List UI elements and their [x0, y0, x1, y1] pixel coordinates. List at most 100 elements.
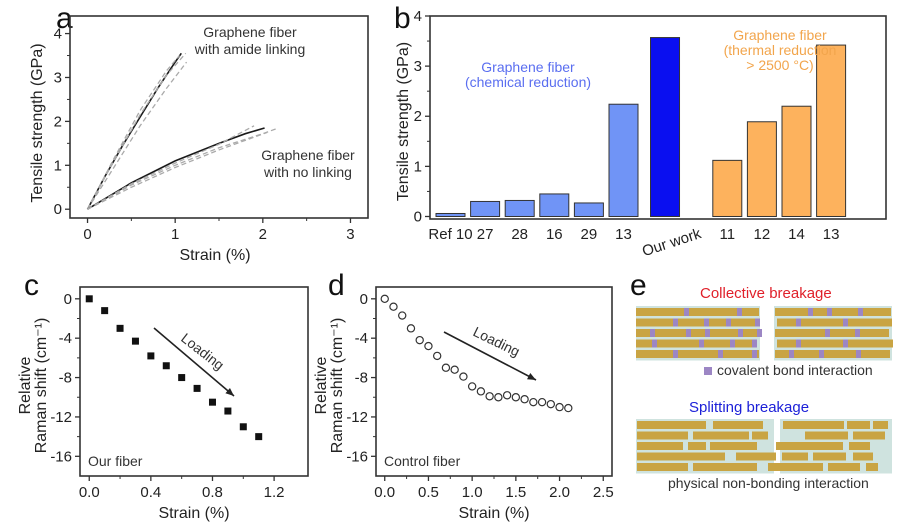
annotation-amide-line2: with amide linking	[194, 41, 306, 57]
bar-11	[712, 159, 743, 217]
covalent-bond	[858, 308, 863, 316]
x-tick-label: 1.0	[462, 484, 483, 501]
annotation-nolink-line2: with no linking	[263, 164, 352, 180]
x-tick-label: 13	[823, 226, 840, 243]
covalent-bond	[855, 329, 860, 337]
covalent-bond	[738, 329, 743, 337]
annotation-nolink-line1: Graphene fiber	[261, 147, 355, 163]
covalent-bond	[796, 318, 801, 327]
data-point	[546, 399, 556, 409]
graphene-sheet	[688, 442, 706, 450]
data-point	[485, 392, 494, 401]
covalent-bond	[730, 339, 735, 348]
graphene-sheet	[713, 421, 763, 429]
data-point	[450, 365, 459, 374]
data-point	[380, 294, 389, 304]
graphene-sheet	[866, 463, 878, 471]
x-tick-label: 1.2	[264, 484, 285, 501]
plot-frame	[375, 286, 613, 477]
data-point	[564, 403, 573, 413]
panel-label-b: b	[394, 2, 411, 35]
data-point	[511, 393, 521, 402]
graphene-sheet	[847, 421, 870, 429]
graphene-sheet	[637, 431, 688, 440]
x-tick-label: 0.0	[374, 484, 395, 501]
series-line	[87, 125, 255, 210]
data-point	[162, 362, 170, 370]
data-point	[424, 341, 433, 351]
panel-d-chart: 0 -4 -8 -12 -16 0.0 0.5 1.0 1.5 2.0 2.5 Loading Cont…	[313, 286, 614, 522]
loading-arrow-head	[225, 387, 234, 396]
y-tick-label: 4	[54, 26, 62, 43]
data-point	[406, 324, 416, 333]
data-point	[389, 302, 398, 311]
x-tick-label: 13	[615, 226, 632, 243]
data-point	[147, 352, 155, 360]
y-tick-label: 0	[54, 201, 62, 218]
graphene-sheet	[637, 452, 725, 461]
sample-label: Control fiber	[384, 453, 461, 469]
data-point	[459, 372, 468, 381]
graphene-sheet	[636, 329, 759, 337]
x-tick-label: Our work	[640, 225, 704, 260]
collective-breakage-diagram	[636, 306, 893, 361]
data-point	[415, 335, 424, 345]
data-point	[537, 397, 547, 407]
covalent-bond	[673, 350, 678, 358]
x-tick-label: 0.5	[418, 484, 439, 501]
y-tick-label: 0	[414, 208, 422, 225]
covalent-bond-swatch	[704, 367, 712, 375]
bar-14	[781, 105, 812, 217]
data-point	[255, 433, 263, 441]
x-tick-label: 29	[581, 226, 598, 243]
panel-c-chart: 0 -4 -8 -12 -16 0.0 0.4 0.8 1.2 Loading Our fiber S…	[17, 286, 309, 522]
y-axis-label: Tensile strength (GPa)	[395, 42, 412, 201]
graphene-sheet	[637, 463, 688, 471]
data-point	[398, 311, 407, 320]
series-line	[87, 131, 268, 210]
covalent-bond	[652, 339, 657, 348]
graphene-sheet	[637, 421, 706, 429]
covalent-bond	[650, 329, 655, 337]
covalent-bond	[808, 308, 813, 316]
x-tick-label: Ref 10	[428, 226, 472, 243]
annotation-amide-line1: Graphene fiber	[203, 24, 297, 40]
splitting-breakage-diagram	[636, 419, 892, 474]
graphene-sheet	[752, 431, 768, 440]
bar-16	[539, 193, 570, 217]
series-line	[87, 128, 277, 210]
physical-interaction-legend: physical non-bonding interaction	[668, 475, 869, 491]
graphene-sheet	[853, 431, 885, 440]
graphene-sheet	[782, 452, 808, 461]
graphene-sheet	[636, 350, 759, 358]
x-tick-label: 0.0	[79, 484, 100, 501]
graphene-sheet	[693, 463, 757, 471]
y-axis-label-line1: Relative	[17, 357, 34, 415]
panel-label-d: d	[328, 269, 345, 302]
graphene-sheet	[768, 463, 823, 471]
data-point	[502, 391, 512, 400]
loading-arrow-head	[527, 373, 536, 380]
data-point	[467, 382, 477, 391]
data-point	[520, 395, 529, 404]
panel-label-a: a	[56, 2, 73, 35]
x-tick-label: 28	[511, 226, 528, 243]
splitting-breakage-title: Splitting breakage	[689, 399, 809, 416]
x-axis-label: Strain (%)	[458, 505, 529, 522]
data-point	[85, 295, 93, 303]
covalent-bond	[789, 350, 794, 358]
data-point	[555, 402, 564, 412]
graphene-sheet	[776, 442, 843, 450]
graphene-sheet	[637, 442, 683, 450]
bar-ref-10	[435, 212, 466, 217]
covalent-bond-legend: covalent bond interaction	[717, 362, 873, 378]
y-axis-label-line2: Raman shift (cm⁻¹)	[33, 318, 50, 454]
graphene-sheet	[828, 463, 860, 471]
covalent-bond	[673, 318, 678, 327]
graphene-sheet	[736, 452, 776, 461]
series-line	[87, 127, 265, 210]
graphene-sheet	[777, 339, 893, 348]
y-axis-label-line1: Relative	[313, 357, 330, 415]
